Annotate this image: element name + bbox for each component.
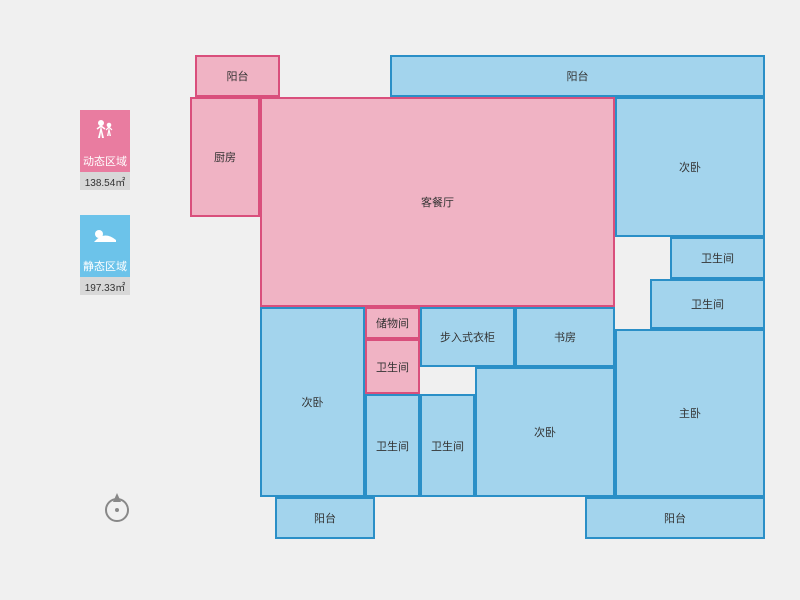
room-kitchen: 厨房 [190,97,260,217]
room-label: 卫生间 [431,438,464,454]
room-label: 厨房 [214,149,236,165]
room-study: 书房 [515,307,615,367]
room-label: 储物间 [376,315,409,331]
room-bathroom-bl2: 卫生间 [420,394,475,497]
room-label: 次卧 [302,394,324,410]
room-balcony-bot-right: 阳台 [585,497,765,539]
people-icon [80,110,130,150]
room-label: 阳台 [664,510,686,526]
room-bathroom-tr2: 卫生间 [650,279,765,329]
room-walkin-closet: 步入式衣柜 [420,307,515,367]
room-balcony-top-left: 阳台 [195,55,280,97]
legend-static-value: 197.33㎡ [80,277,130,295]
room-bedroom-sec-mid: 次卧 [475,367,615,497]
room-label: 卫生间 [701,250,734,266]
room-label: 步入式衣柜 [440,329,495,345]
legend-static-label: 静态区域 [80,255,130,277]
room-label: 阳台 [567,68,589,84]
legend-dynamic-value: 138.54㎡ [80,172,130,190]
room-master-bedroom: 主卧 [615,329,765,497]
room-label: 阳台 [314,510,336,526]
room-label: 客餐厅 [421,194,454,210]
room-label: 次卧 [534,424,556,440]
room-label: 次卧 [679,159,701,175]
room-label: 主卧 [679,405,701,421]
floorplan: 阳台阳台厨房客餐厅次卧卫生间卫生间储物间步入式衣柜书房卫生间次卧卫生间卫生间次卧… [190,55,765,565]
sleep-icon [80,215,130,255]
room-label: 阳台 [227,68,249,84]
room-label: 卫生间 [691,296,724,312]
legend-dynamic: 动态区域 138.54㎡ [80,110,130,190]
room-living-dining: 客餐厅 [260,97,615,307]
room-label: 卫生间 [376,359,409,375]
room-storage: 储物间 [365,307,420,339]
room-bathroom-bl1: 卫生间 [365,394,420,497]
room-label: 卫生间 [376,438,409,454]
room-balcony-top-right: 阳台 [390,55,765,97]
legend-static: 静态区域 197.33㎡ [80,215,130,295]
room-balcony-bot-left: 阳台 [275,497,375,539]
room-bedroom-sec-left: 次卧 [260,307,365,497]
compass-icon [100,490,134,524]
room-bedroom-sec-tr: 次卧 [615,97,765,237]
room-bathroom-tr1: 卫生间 [670,237,765,279]
room-label: 书房 [554,329,576,345]
room-bathroom-mid: 卫生间 [365,339,420,394]
legend-dynamic-label: 动态区域 [80,150,130,172]
